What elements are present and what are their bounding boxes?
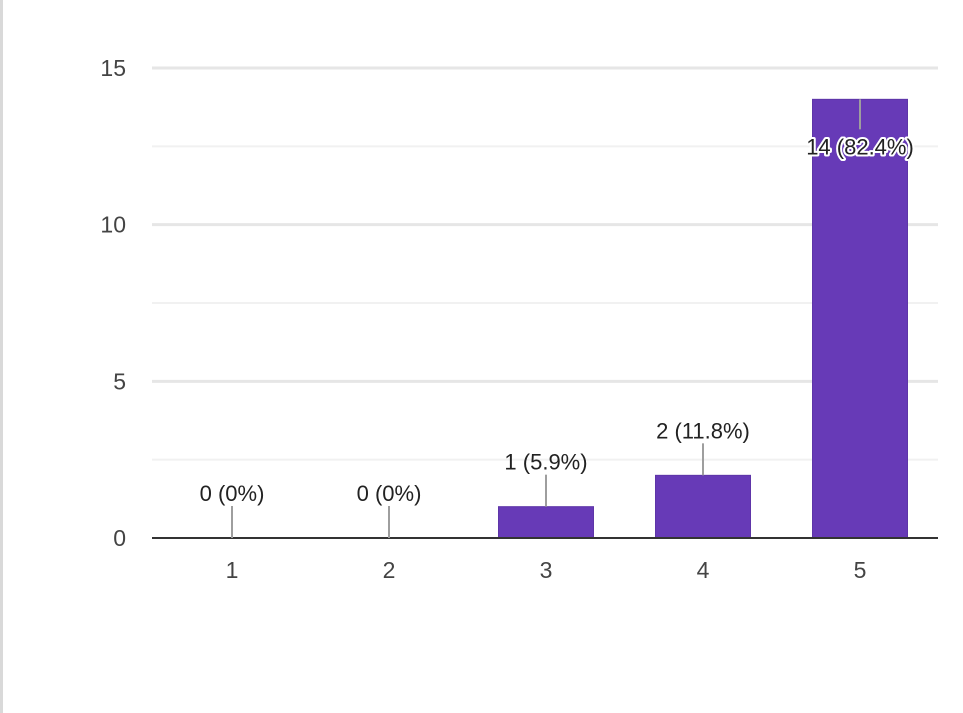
x-tick-label: 3 (540, 557, 553, 583)
bar (498, 506, 594, 539)
data-label: 14 (82.4%) (806, 134, 914, 159)
x-tick-label: 5 (854, 557, 867, 583)
bar (655, 474, 751, 539)
data-label: 0 (0%) (200, 481, 265, 506)
axes: 0 5 10 15 1 2 3 4 5 (100, 55, 938, 583)
x-tick-label: 1 (226, 557, 239, 583)
gridlines (152, 66, 938, 461)
data-label: 1 (5.9%) (504, 450, 587, 475)
data-labels: 0 (0%) 0 (0%) 1 (5.9%) 2 (11.8%) 14 (82.4%) (200, 99, 916, 538)
data-label: 2 (11.8%) (656, 418, 750, 443)
x-tick-label: 4 (697, 557, 710, 583)
bars (498, 98, 908, 539)
y-tick-label: 15 (100, 55, 126, 81)
y-tick-label: 0 (113, 525, 126, 551)
left-border (0, 0, 3, 713)
y-tick-label: 10 (100, 212, 126, 238)
data-label: 0 (0%) (357, 481, 422, 506)
bar (812, 98, 908, 539)
x-tick-label: 2 (383, 557, 396, 583)
y-tick-label: 5 (113, 368, 126, 394)
